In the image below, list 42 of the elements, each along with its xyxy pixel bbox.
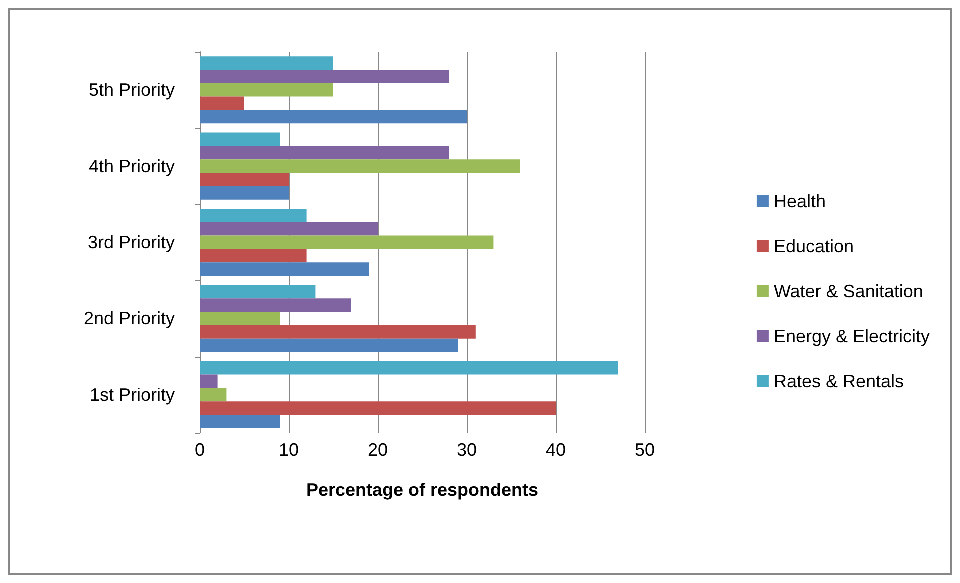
y-tick-label: 4th Priority <box>88 156 175 176</box>
x-tick-label: 0 <box>194 440 206 460</box>
legend-label: Water & Sanitation <box>774 282 924 302</box>
bar <box>200 208 307 222</box>
bar <box>200 146 450 160</box>
y-tick-label: 2nd Priority <box>84 308 175 329</box>
bar <box>200 160 520 174</box>
bar <box>200 298 352 312</box>
legend-label: Health <box>774 192 826 212</box>
bar <box>200 285 316 299</box>
x-axis-title: Percentage of respondents <box>306 480 539 500</box>
bar <box>200 222 378 236</box>
bar <box>200 173 289 186</box>
legend-label: Education <box>774 236 854 256</box>
bar <box>200 249 307 263</box>
bar <box>200 236 494 250</box>
bar <box>200 361 618 375</box>
bar <box>200 325 476 339</box>
x-tick-label: 10 <box>278 440 300 460</box>
bar <box>200 96 244 110</box>
bar <box>200 338 458 352</box>
bar <box>200 110 467 124</box>
bar <box>200 132 280 146</box>
bar <box>200 262 370 276</box>
bar <box>200 83 334 97</box>
x-tick-label: 50 <box>634 440 656 460</box>
y-tick-label: 5th Priority <box>88 80 175 100</box>
bar <box>200 70 450 84</box>
y-tick-label: 1st Priority <box>90 384 175 405</box>
bar <box>200 56 334 70</box>
bar <box>200 374 218 388</box>
legend-label: Energy & Electricity <box>774 326 930 346</box>
x-tick-label: 20 <box>368 440 388 460</box>
x-tick-label: 40 <box>546 440 566 460</box>
bar <box>200 402 556 416</box>
legend-label: Rates & Rentals <box>774 372 904 392</box>
bar <box>200 186 289 200</box>
bar <box>200 415 280 428</box>
bar <box>200 388 227 402</box>
y-tick-label: 3rd Priority <box>88 232 175 252</box>
x-tick-label: 30 <box>456 440 478 460</box>
bar <box>200 312 280 326</box>
